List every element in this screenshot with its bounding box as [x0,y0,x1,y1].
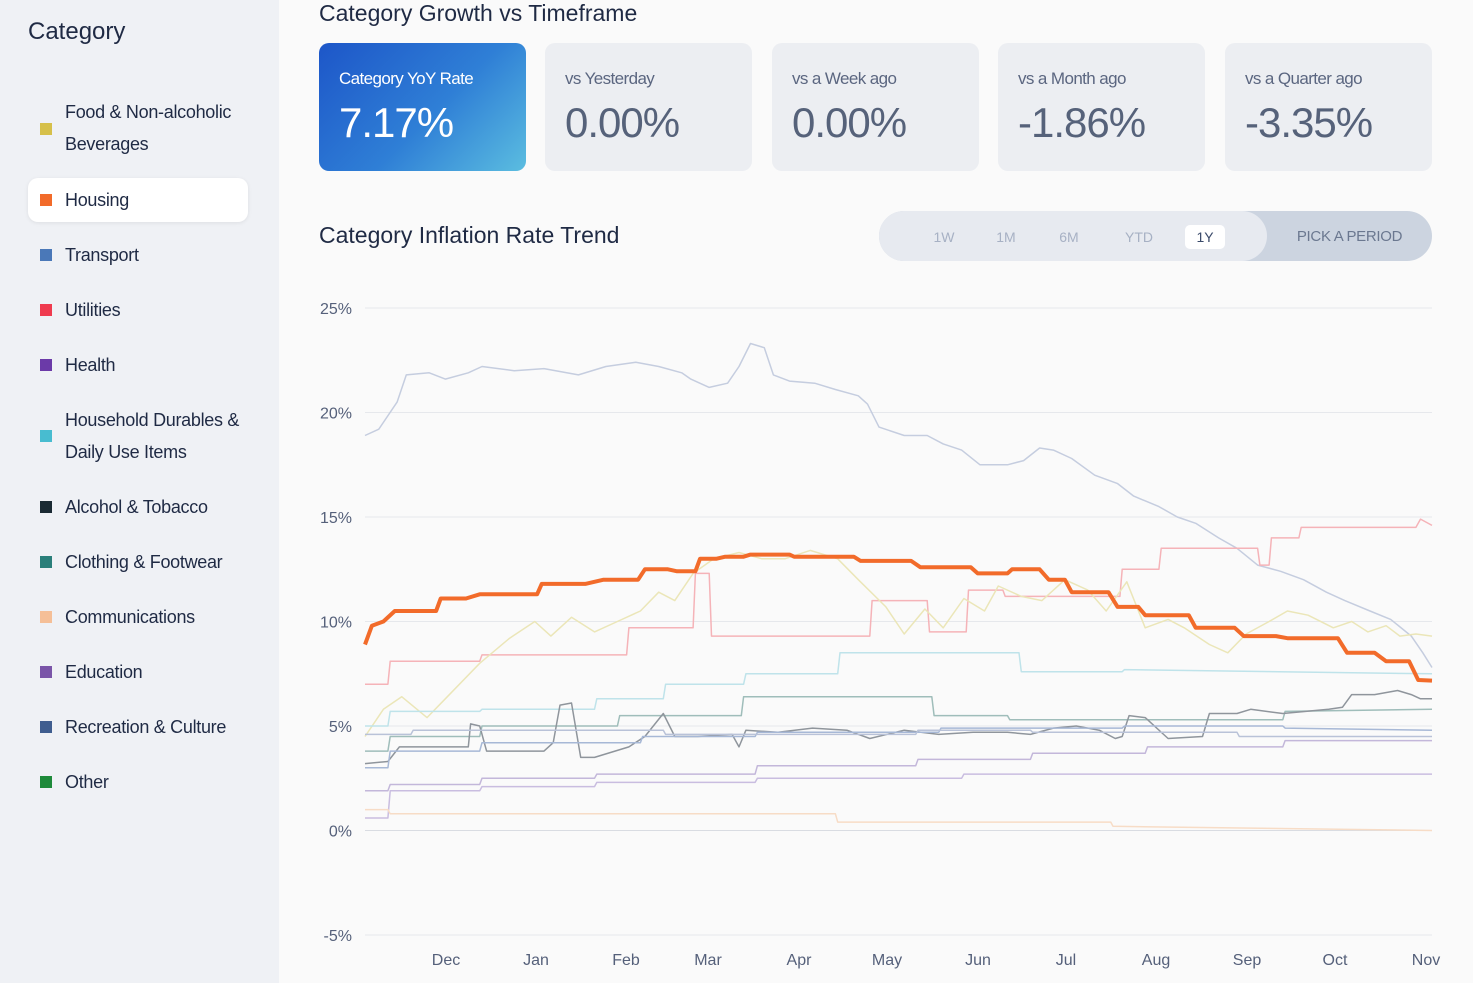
housing-swatch-icon [40,194,52,206]
x-tick-label: Aug [1142,952,1170,969]
card-value: -3.35% [1245,99,1373,146]
y-tick-label: 0% [329,824,352,841]
sidebar-item-label: Other [65,772,109,792]
period-6m-button[interactable]: 6M [1059,229,1079,245]
series-line-transport[interactable] [364,342,1433,668]
card-label: vs a Quarter ago [1245,69,1363,88]
sidebar-item-label: Recreation & Culture [65,717,227,737]
sidebar-item-communications[interactable]: Communications [28,601,248,633]
sidebar-item-other[interactable]: Other [28,766,248,798]
card-yoy-rate[interactable]: Category YoY Rate 7.17% [319,43,526,171]
series-line-clothing-footwear[interactable] [365,695,1433,752]
period-1m-button[interactable]: 1M [996,229,1016,245]
series-line-household-durables-daily-use-items[interactable] [365,652,1433,727]
utilities-swatch-icon [40,304,52,316]
sidebar-item-housing[interactable]: Housing [28,178,248,222]
pick-period-button[interactable]: PICK A PERIOD [1296,228,1403,245]
sidebar-item-label: Education [65,662,143,682]
series-line-communications[interactable] [365,808,1433,832]
sidebar-item-label: Food & Non-alcoholic Beverages [65,102,232,154]
page-title: Category Growth vs Timeframe [319,0,638,26]
series-line-education[interactable] [365,773,1432,819]
sidebar-item-label: Housing [65,190,129,210]
card-value: -1.86% [1018,99,1146,146]
series-line-food-non-alcoholic-beverages[interactable] [364,549,1433,737]
x-tick-label: May [872,952,902,969]
transport-swatch-icon [40,249,52,261]
household-swatch-icon [40,430,52,442]
card-label: vs a Month ago [1018,69,1126,88]
card-vs-yesterday[interactable]: vs Yesterday 0.00% [545,43,752,171]
card-label: Category YoY Rate [339,69,474,88]
recreation-swatch-icon [40,721,52,733]
card-label: vs a Week ago [792,69,897,88]
series-line-housing[interactable] [363,552,1433,683]
sidebar-item-label: Transport [65,245,139,265]
series-line-alcohol-tobacco[interactable] [364,689,1432,765]
series-line-other[interactable] [365,729,1432,738]
series-line-health[interactable] [365,739,1432,792]
clothing-swatch-icon [40,556,52,568]
x-tick-label: Mar [694,952,722,969]
sidebar-item-recreation[interactable]: Recreation & Culture [28,711,248,743]
y-tick-label: 10% [320,615,352,632]
alcohol-swatch-icon [40,501,52,513]
sidebar-item-label: Communications [65,607,195,627]
y-tick-label: 20% [320,406,352,423]
sidebar-item-transport[interactable]: Transport [28,239,248,271]
x-tick-label: Apr [787,952,813,969]
sidebar-item-alcohol[interactable]: Alcohol & Tobacco [28,491,248,523]
period-1y-button[interactable]: 1Y [1185,225,1225,249]
sidebar-title: Category [28,18,126,45]
x-tick-label: Jan [523,952,549,969]
sidebar-item-label: Utilities [65,300,121,320]
y-tick-label: 5% [329,719,352,736]
x-tick-label: Nov [1412,952,1440,969]
card-label: vs Yesterday [565,69,655,88]
y-tick-label: 25% [320,301,352,318]
series-line-utilities[interactable] [365,518,1433,685]
health-swatch-icon [40,359,52,371]
food-swatch-icon [40,123,52,135]
x-tick-label: Jun [965,952,991,969]
period-ytd-button[interactable]: YTD [1125,229,1153,245]
x-tick-label: Oct [1323,952,1348,969]
sidebar-item-label: Health [65,355,116,375]
inflation-trend-chart: 25% 20% 15% 10% 5% 0% -5% Dec Jan Feb Mar Apr May Jun… [320,301,1440,969]
period-buttons: 1W 1M 6M YTD 1Y [879,211,1267,261]
card-vs-quarter[interactable]: vs a Quarter ago -3.35% [1225,43,1432,171]
card-value: 0.00% [565,99,680,146]
other-swatch-icon [40,776,52,788]
y-tick-label: 15% [320,510,352,527]
sidebar-item-label: Alcohol & Tobacco [65,497,208,517]
x-tick-label: Feb [612,952,640,969]
card-value: 7.17% [339,99,454,146]
sidebar-item-label: Household Durables & Daily Use Items [65,410,240,462]
sidebar-item-household[interactable]: Household Durables & Daily Use Items [28,404,248,468]
communications-swatch-icon [40,611,52,623]
x-tick-label: Dec [432,952,460,969]
x-tick-label: Jul [1056,952,1076,969]
y-tick-label: -5% [324,928,352,945]
period-1w-button[interactable]: 1W [933,229,955,245]
trend-title: Category Inflation Rate Trend [319,222,620,248]
card-vs-month[interactable]: vs a Month ago -1.86% [998,43,1205,171]
x-tick-label: Sep [1233,952,1262,969]
category-sidebar: Category Food & Non-alcoholic Beverages … [0,0,279,983]
card-value: 0.00% [792,99,907,146]
sidebar-item-education[interactable]: Education [28,656,248,688]
sidebar-item-health[interactable]: Health [28,349,248,381]
sidebar-item-food[interactable]: Food & Non-alcoholic Beverages [28,96,248,160]
period-selector: 1W 1M 6M YTD 1Y PICK A PERIOD [879,211,1432,261]
sidebar-item-label: Clothing & Footwear [65,552,223,572]
sidebar-item-utilities[interactable]: Utilities [28,294,248,326]
education-swatch-icon [40,666,52,678]
card-vs-week[interactable]: vs a Week ago 0.00% [772,43,979,171]
sidebar-item-clothing[interactable]: Clothing & Footwear [28,546,248,578]
